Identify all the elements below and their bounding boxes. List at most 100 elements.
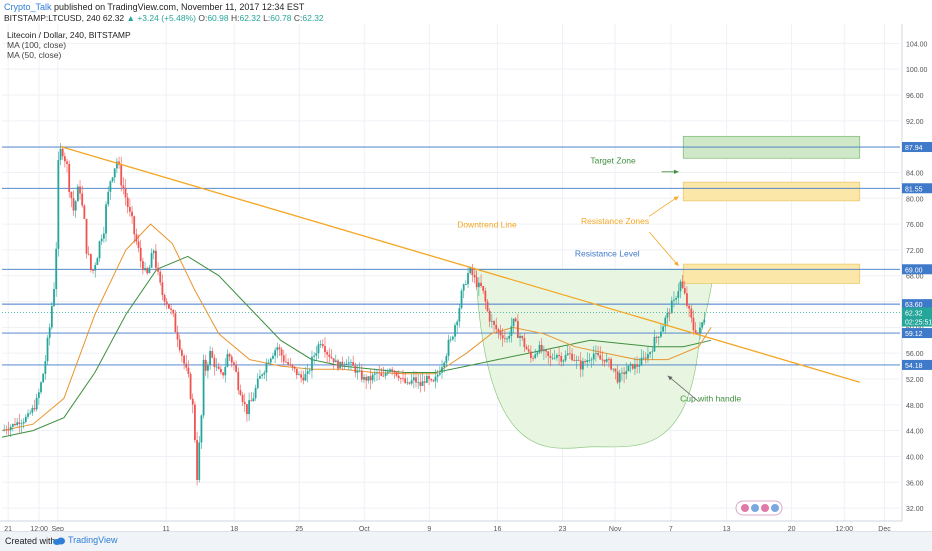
time-tick-label: 7 xyxy=(669,526,673,531)
candle-body xyxy=(529,351,532,358)
candle-body xyxy=(202,359,205,416)
candle-body xyxy=(679,281,682,292)
candle-body xyxy=(631,363,634,369)
candle-body xyxy=(295,368,298,376)
time-tick-label: 25 xyxy=(295,526,303,531)
candle-body xyxy=(226,354,229,367)
price-label-text: 81.55 xyxy=(905,186,923,193)
candle-body xyxy=(423,381,426,383)
candle-body xyxy=(105,204,107,234)
candle-body xyxy=(308,370,311,372)
downtrend-line-label: Downtrend Line xyxy=(457,219,517,229)
downtrend-line xyxy=(60,146,860,383)
resistance-zone-box xyxy=(682,263,861,284)
candle-body xyxy=(369,376,372,381)
candle-body xyxy=(588,359,591,361)
price-label-badge xyxy=(902,328,932,339)
candle-body xyxy=(215,366,218,368)
candle-body xyxy=(384,373,387,376)
candle-body xyxy=(183,355,185,364)
resistance-arrow-upper-shaft xyxy=(648,196,679,217)
candle-body xyxy=(246,404,248,415)
candle-body xyxy=(250,400,253,402)
candle-body xyxy=(161,282,164,296)
candle-body xyxy=(681,281,684,288)
author-link[interactable]: Crypto_Talk xyxy=(4,2,52,12)
price-axis[interactable]: 104.00100.0096.0092.0088.0084.0080.0076.… xyxy=(902,41,932,513)
price-chart[interactable]: Downtrend Line Resistance Level Resistance… xyxy=(0,24,932,531)
candle-body xyxy=(50,306,53,328)
resistance-level-label: Resistance Level xyxy=(575,248,640,258)
candle-body xyxy=(404,378,407,383)
resistance-arrow-lower-head xyxy=(674,261,679,267)
candle-body xyxy=(642,357,645,359)
candle-body xyxy=(651,351,654,353)
candle-body xyxy=(185,363,188,368)
publish-info: published on TradingView.com, November 1… xyxy=(54,2,305,12)
price-label-text: 63.60 xyxy=(905,302,923,309)
candle-body xyxy=(128,207,131,212)
candle-body xyxy=(150,253,153,268)
candle-body xyxy=(31,408,34,413)
candle-body xyxy=(673,299,675,301)
price-tick-label: 100.00 xyxy=(906,67,928,74)
candle-body xyxy=(272,355,274,359)
candle-body xyxy=(421,381,424,386)
time-tick-label: Oct xyxy=(359,526,370,531)
candle-body xyxy=(610,359,612,370)
candle-body xyxy=(360,370,363,380)
time-tick-label: 12:00 xyxy=(835,526,853,531)
candle-body xyxy=(371,374,374,381)
candle-body xyxy=(113,168,116,178)
candle-body xyxy=(395,372,398,376)
price-label-badge xyxy=(902,307,932,318)
candle-body xyxy=(252,398,255,402)
candle-body xyxy=(670,300,673,314)
time-tick-label: Dec xyxy=(878,526,891,531)
candle-body xyxy=(326,352,329,355)
candle-body xyxy=(74,201,77,211)
candle-body xyxy=(618,373,621,383)
candle-body xyxy=(460,290,463,309)
candle-body xyxy=(595,352,597,354)
candle-body xyxy=(66,161,68,164)
low-value: 60.78 xyxy=(270,13,292,23)
candle-body xyxy=(462,284,465,291)
last-price: 62.32 xyxy=(102,13,125,23)
candle-body xyxy=(224,366,227,376)
tradingview-brand[interactable]: TradingView xyxy=(52,535,118,545)
price-label-text: 87.94 xyxy=(905,145,923,152)
candle-body xyxy=(341,361,344,365)
price-label-text: 69.00 xyxy=(905,267,923,274)
candle-body xyxy=(597,352,599,356)
candle-body xyxy=(24,416,27,422)
candle-body xyxy=(484,290,487,302)
candle-body xyxy=(37,392,40,399)
candle-body xyxy=(196,440,198,480)
candle-body xyxy=(235,364,237,372)
candle-body xyxy=(386,371,389,374)
candle-body xyxy=(647,354,649,359)
candle-body xyxy=(441,367,443,373)
price-tick-label: 80.00 xyxy=(906,196,924,203)
horizontal-levels xyxy=(2,146,900,366)
candle-body xyxy=(211,351,214,358)
candle-body xyxy=(497,329,500,332)
candle-body xyxy=(83,205,86,219)
candle-body xyxy=(493,321,495,325)
candle-body xyxy=(352,361,355,366)
candle-body xyxy=(213,357,216,368)
candle-body xyxy=(317,344,320,354)
candle-body xyxy=(447,339,450,357)
candle-body xyxy=(311,356,313,371)
time-axis[interactable]: 21 12:00 Sep 11 18 25 Oct 9 16 23 Nov 7 13 20 12:00 Dec xyxy=(4,526,891,531)
price-tick-label: 36.00 xyxy=(906,480,924,487)
candle-body xyxy=(532,357,534,359)
price-change: +3.24 (+5.48%) xyxy=(137,13,196,23)
candle-body xyxy=(337,360,339,369)
cup-with-handle-shape xyxy=(475,268,715,449)
candle-body xyxy=(694,330,697,333)
candle-body xyxy=(506,338,508,340)
candle-body xyxy=(367,376,370,381)
candle-body xyxy=(419,382,422,386)
